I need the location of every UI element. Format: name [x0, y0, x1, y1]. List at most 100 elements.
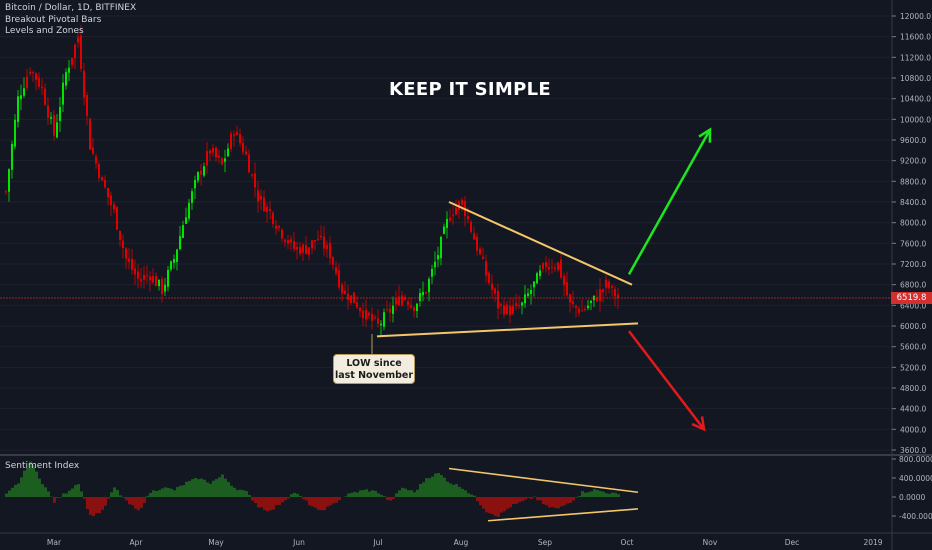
candle-body [440, 236, 442, 259]
time-tick-label: Nov [703, 538, 718, 547]
candle-body [191, 191, 193, 203]
candle-body [101, 177, 103, 181]
candle-body [71, 57, 73, 65]
price-tick-label: 3600.0 [900, 446, 926, 455]
sentiment-bar [188, 480, 191, 497]
sentiment-bar [278, 497, 281, 506]
indicator-breakout-pivotal-bars[interactable]: Breakout Pivotal Bars [5, 14, 102, 25]
sentiment-bar [518, 497, 521, 503]
sentiment-bar [302, 497, 305, 500]
candle-body [92, 147, 94, 154]
candle-body [374, 317, 376, 319]
sentiment-bar [506, 497, 509, 509]
candle-body [533, 281, 535, 288]
sentiment-bar [56, 497, 59, 499]
sentiment-bar [392, 497, 395, 500]
candle-body [140, 279, 142, 282]
sentiment-bar [233, 487, 236, 497]
sentiment-bar [545, 497, 548, 506]
sentiment-bar [251, 497, 254, 501]
arrow-down-shaft [628, 330, 705, 431]
candle-body [551, 266, 553, 268]
sentiment-bar [512, 497, 515, 505]
price-tick-label: 4800.0 [900, 384, 926, 393]
candle-body [317, 239, 319, 241]
candle-body [329, 243, 331, 259]
price-tick-label: 8400.0 [900, 198, 926, 207]
sentiment-bar [617, 494, 620, 497]
sentiment-bar [356, 492, 359, 497]
indicator-levels-and-zones[interactable]: Levels and Zones [5, 26, 84, 36]
sentiment-title[interactable]: Sentiment Index [5, 461, 80, 471]
sentiment-bar [200, 478, 203, 497]
sentiment-bar [323, 497, 326, 511]
sentiment-bar [104, 497, 107, 506]
sentiment-bar [380, 494, 383, 497]
candle-body [98, 164, 100, 179]
sentiment-bar [305, 497, 308, 501]
candle-body [137, 271, 139, 279]
sentiment-bar [239, 489, 242, 497]
candle-body [482, 256, 484, 259]
time-tick-label: May [208, 538, 224, 547]
sentiment-bar [95, 497, 98, 514]
candle-body [371, 313, 373, 321]
sentiment-tick-label: 0.0000 [899, 493, 925, 502]
candle-body [455, 207, 457, 215]
sentiment-bar [572, 497, 575, 501]
price-tick-label: 6400.0 [900, 301, 926, 310]
candle-body [248, 154, 250, 173]
arrow-down-head [691, 416, 706, 432]
candle-body [431, 268, 433, 277]
sentiment-bar [215, 479, 218, 497]
candle-body [50, 117, 52, 119]
sentiment-bar [524, 497, 527, 500]
price-tick-label: 8800.0 [900, 177, 926, 186]
sentiment-bar [371, 490, 374, 497]
sentiment-bar [497, 497, 500, 517]
candle-body [470, 221, 472, 232]
sentiment-bar [128, 497, 131, 505]
sentiment-bar [314, 497, 317, 508]
sentiment-bar [464, 490, 467, 497]
sentiment-bar [470, 494, 473, 497]
candle-body [227, 148, 229, 157]
sentiment-bar [272, 497, 275, 510]
sentiment-bar [311, 497, 314, 507]
candle-body [74, 44, 76, 59]
candle-body [83, 70, 85, 98]
candle-body [194, 180, 196, 189]
sentiment-bar [605, 493, 608, 497]
sentiment-bar [5, 493, 8, 497]
callout-line-2: last November [334, 370, 414, 381]
candle-body [305, 245, 307, 254]
price-tick-label: 11200.0 [900, 53, 931, 62]
candle-body [539, 270, 541, 277]
candle-body [158, 279, 160, 287]
sentiment-bar [575, 497, 578, 498]
candle-body [56, 122, 58, 138]
candle-body [53, 114, 55, 136]
candle-body [452, 214, 454, 216]
sentiment-bar [230, 485, 233, 497]
candle-body [176, 249, 178, 262]
candle-body [272, 212, 274, 225]
candle-body [542, 263, 544, 269]
symbol-title[interactable]: Bitcoin / Dollar, 1D, BITFINEX [5, 3, 137, 13]
sentiment-bar [539, 497, 542, 501]
sentiment-bar [485, 497, 488, 513]
sentiment-bar [395, 493, 398, 497]
candle-body [134, 268, 136, 275]
sentiment-bar [248, 494, 251, 497]
candle-body [341, 284, 343, 294]
sentiment-bar [473, 495, 476, 497]
candle-body [584, 309, 586, 311]
candle-body [587, 305, 589, 309]
sentiment-bar [164, 487, 167, 497]
candle-body [398, 296, 400, 306]
candle-body [485, 261, 487, 276]
sentiment-bar [521, 497, 524, 502]
price-tick-label: 12000.0 [900, 12, 931, 21]
candle-body [446, 218, 448, 228]
